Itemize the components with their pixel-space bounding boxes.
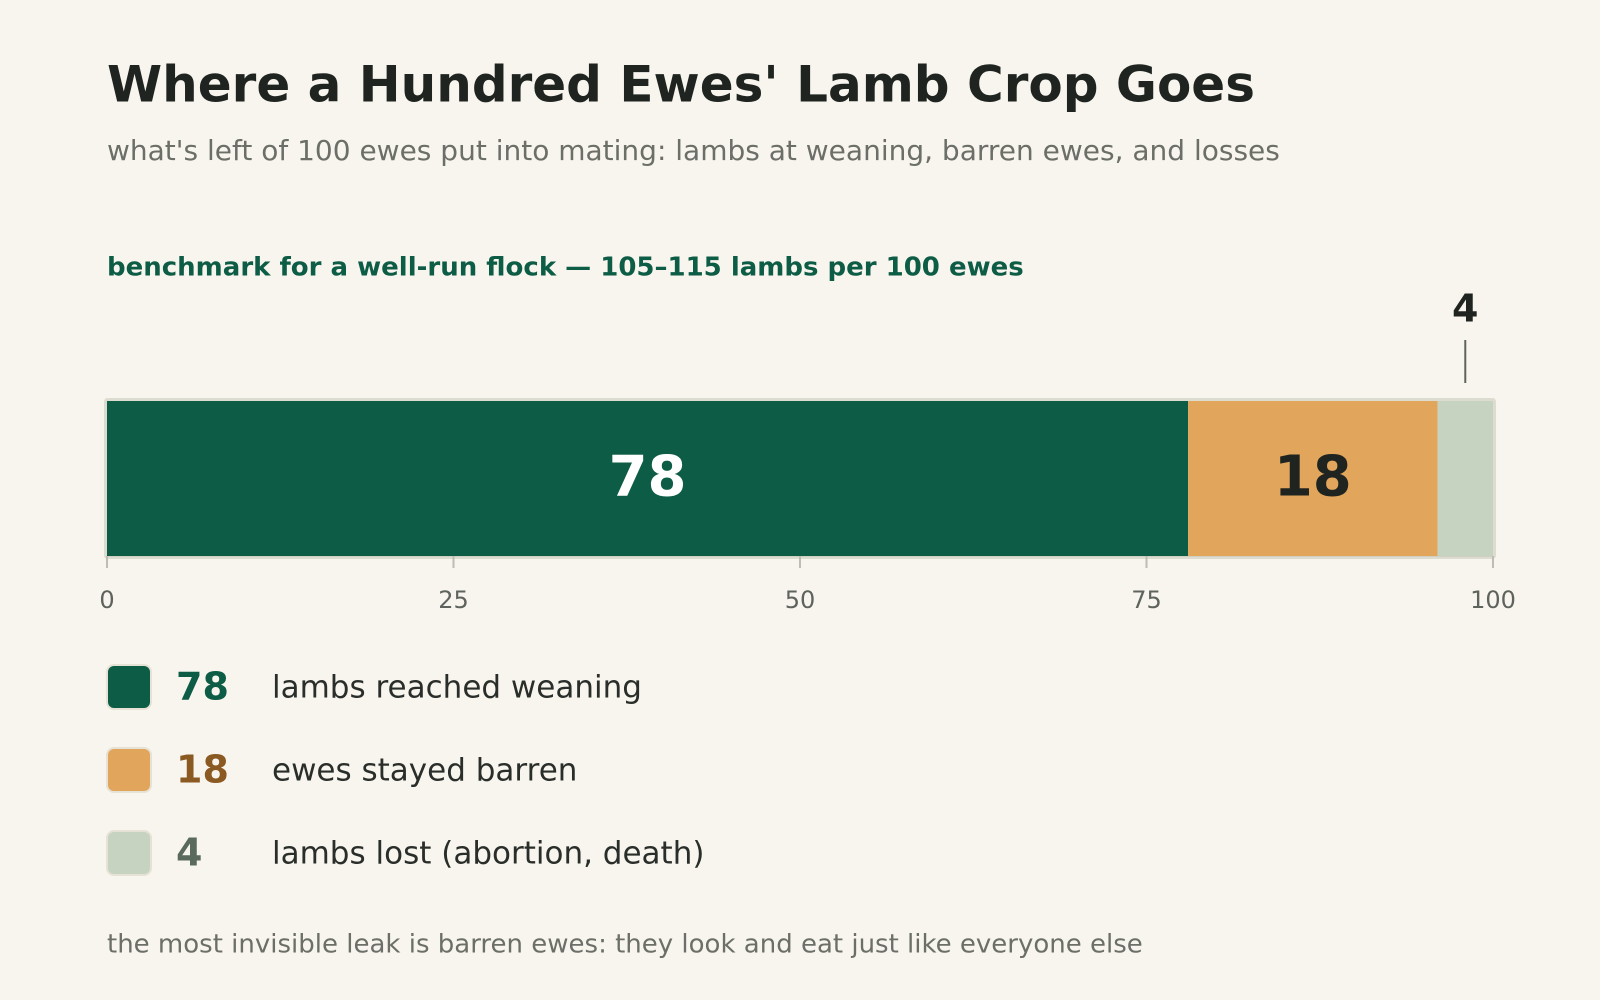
bar-segment: [1437, 401, 1493, 556]
bar-segment: [1188, 401, 1438, 556]
x-tick-label: 25: [438, 586, 469, 614]
chart-subtitle: what's left of 100 ewes put into mating:…: [107, 134, 1280, 167]
legend-swatch: [106, 830, 152, 876]
annotation: benchmark for a well-run flock — 105–115…: [107, 253, 1024, 283]
legend-value: 18: [176, 748, 229, 792]
legend-value: 78: [176, 665, 229, 709]
bar-label: 4: [1452, 287, 1478, 331]
bar-label: 18: [1274, 445, 1352, 510]
footnote: the most invisible leak is barren ewes: …: [107, 930, 1143, 960]
legend-label: lambs reached weaning: [272, 670, 642, 706]
chart-title: Where a Hundred Ewes' Lamb Crop Goes: [107, 56, 1255, 114]
bar-label: 78: [609, 445, 687, 510]
bar-segment: [107, 401, 1189, 556]
legend-label: ewes stayed barren: [272, 753, 577, 789]
legend-swatch: [106, 664, 152, 710]
x-tick-label: 100: [1470, 586, 1516, 614]
legend-label: lambs lost (abortion, death): [272, 836, 704, 872]
legend-swatch: [106, 747, 152, 793]
legend-value: 4: [176, 831, 202, 875]
x-tick-label: 50: [785, 586, 816, 614]
x-tick-label: 75: [1131, 586, 1162, 614]
x-tick-label: 0: [99, 586, 114, 614]
